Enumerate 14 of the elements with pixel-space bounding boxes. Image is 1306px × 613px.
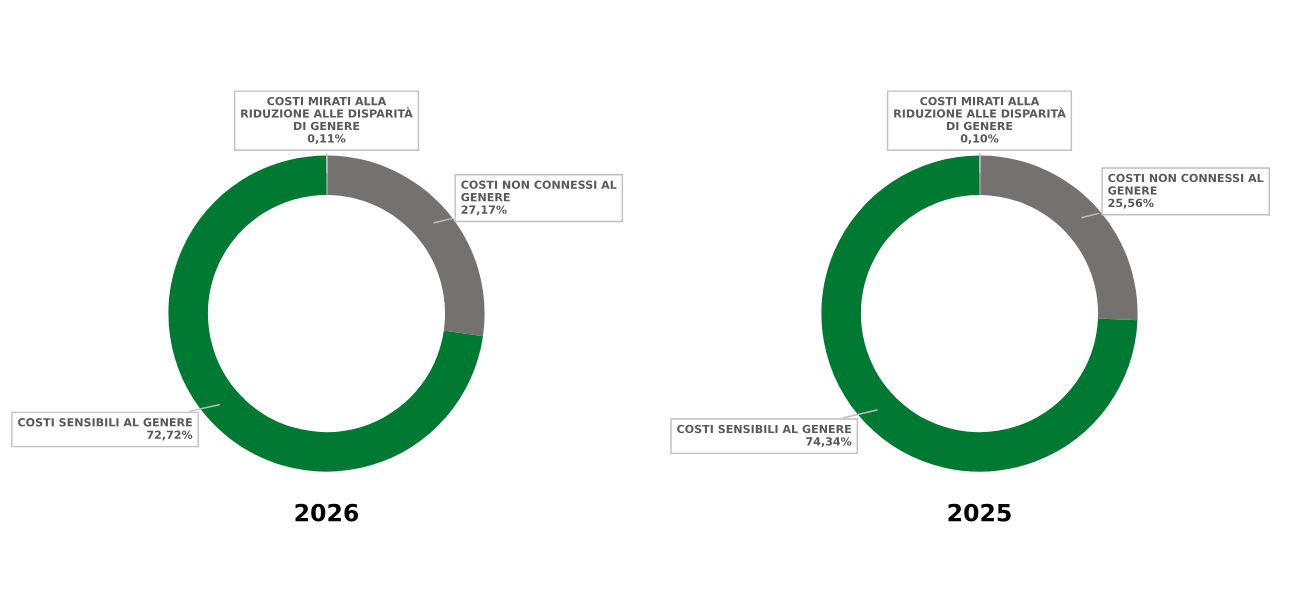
slice-label: COSTI SENSIBILI AL GENERE	[677, 424, 851, 434]
slice-label: COSTI SENSIBILI AL GENERE	[18, 418, 192, 427]
data-label: 0,10%	[960, 134, 999, 145]
data-label: 0,11%	[307, 134, 346, 145]
data-label: 74,34%	[806, 437, 852, 448]
slice-label: COSTI NON CONNESSI AL GENERE	[461, 180, 617, 202]
data-label: 27,17%	[461, 205, 507, 216]
slice-label: COSTI MIRATI ALLA RIDUZIONE ALLE DISPARITÀ DI GENERE	[241, 96, 413, 131]
slice-label: COSTI MIRATI ALLA RIDUZIONE ALLE DISPARITÀ DI GENERE	[894, 96, 1066, 131]
text: 2026	[295, 503, 359, 522]
data-label: 25,56%	[1108, 198, 1154, 209]
data-label: 72,72%	[147, 430, 193, 441]
text: 2025	[948, 503, 1011, 522]
slice-label: COSTI NON CONNESSI AL GENERE	[1108, 173, 1264, 195]
